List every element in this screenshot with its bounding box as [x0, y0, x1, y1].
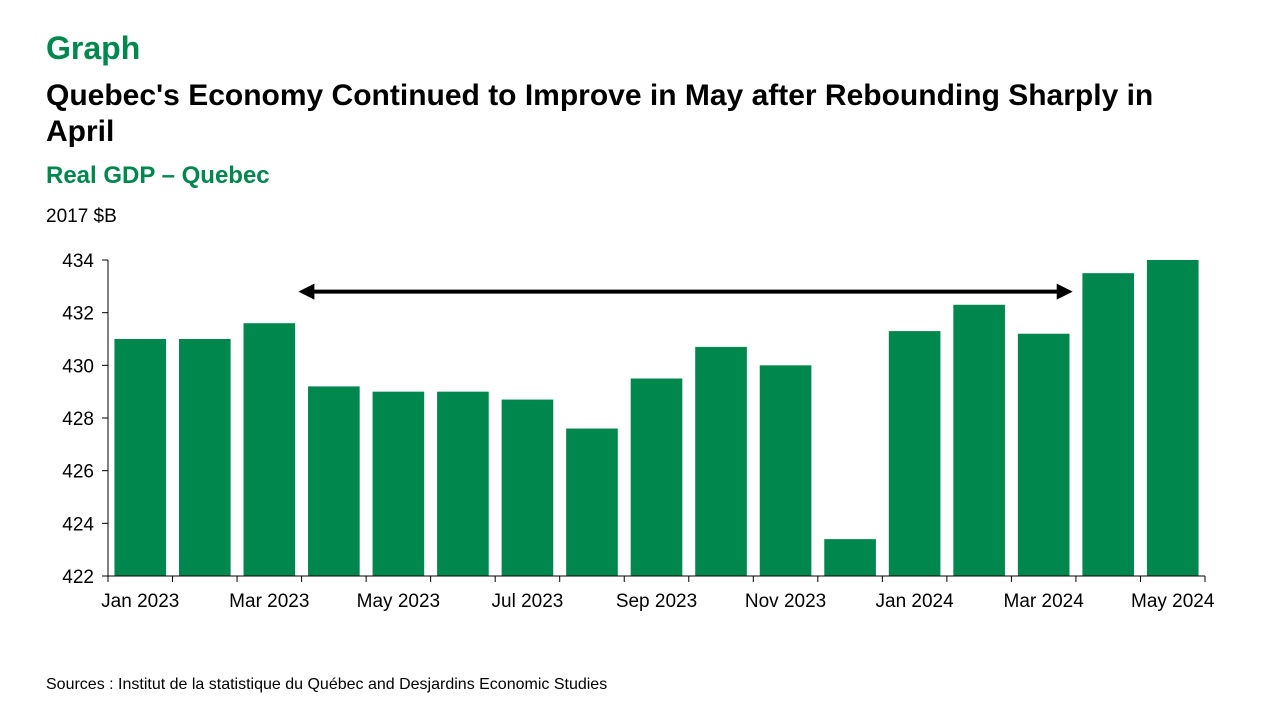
x-tick-label: Mar 2024	[1004, 591, 1085, 612]
x-tick-label: Mar 2023	[229, 591, 309, 612]
x-tick-label: Jul 2023	[492, 591, 564, 612]
y-tick-label: 424	[62, 514, 94, 535]
bar-feb-2023	[178, 339, 231, 576]
x-tick-label: May 2024	[1131, 591, 1215, 612]
x-axis: Jan 2023 Mar 2023 May 2023 Jul 2023 Sep 2023…	[101, 575, 1215, 612]
bar-may-2024	[1146, 260, 1199, 576]
bar-mar-2023	[243, 323, 296, 576]
bar-dec-2023	[824, 539, 876, 576]
bars-group	[114, 260, 1199, 576]
bar-jul-2023	[501, 399, 554, 576]
y-axis-unit: 2017 $B	[46, 206, 117, 227]
bar-aug-2023	[566, 428, 618, 576]
bar-oct-2023	[695, 346, 747, 576]
y-tick-label: 422	[62, 567, 94, 588]
bar-jan-2024	[888, 331, 941, 576]
bar-apr-2023	[308, 386, 360, 576]
x-tick-label: Jan 2023	[101, 591, 179, 612]
x-tick-label: May 2023	[357, 591, 440, 612]
bar-apr-2024	[1082, 273, 1135, 576]
bar-nov-2023	[759, 365, 812, 576]
bar-feb-2024	[953, 304, 1005, 576]
bar-sep-2023	[630, 378, 683, 576]
graph-label: Graph	[46, 30, 141, 66]
bar-jan-2023	[114, 339, 167, 576]
y-tick-label: 434	[62, 251, 94, 272]
y-tick-label: 432	[62, 304, 94, 325]
y-tick-label: 426	[62, 462, 94, 483]
bar-mar-2024	[1017, 333, 1070, 576]
y-tick-label: 428	[62, 409, 94, 430]
source-note: Sources : Institut de la statistique du …	[46, 676, 608, 693]
chart-title: Quebec's Economy Continued to Improve in…	[46, 79, 1154, 148]
y-axis: 422 424 426 428 430 432 434	[62, 251, 109, 588]
annotation-arrow	[298, 283, 1073, 300]
bar-may-2023	[372, 391, 425, 576]
x-tick-label: Nov 2023	[745, 591, 826, 612]
x-tick-label: Jan 2024	[876, 591, 955, 612]
y-tick-label: 430	[62, 356, 94, 377]
bar-jun-2023	[437, 391, 489, 576]
chart-subtitle: Real GDP – Quebec	[46, 162, 270, 189]
arrow-head-right	[1056, 283, 1073, 300]
x-tick-label: Sep 2023	[616, 591, 697, 612]
arrow-head-left	[298, 283, 315, 300]
